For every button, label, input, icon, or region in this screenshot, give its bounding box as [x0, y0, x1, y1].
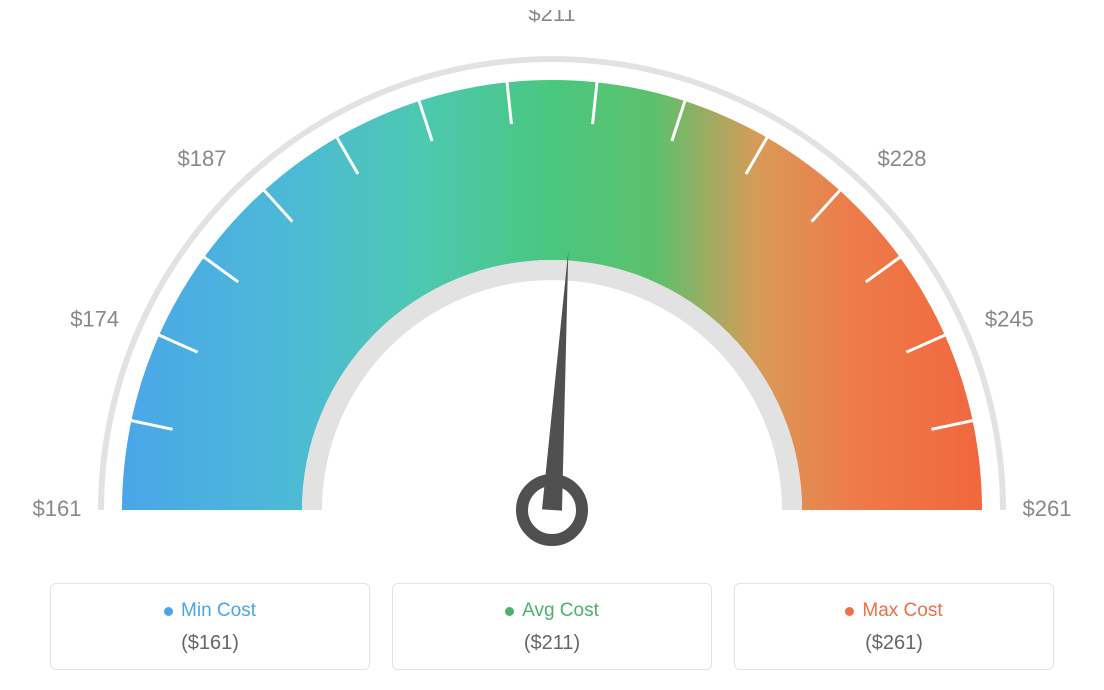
legend-title-min: Min Cost — [164, 600, 256, 622]
legend-label-min: Min Cost — [181, 600, 256, 622]
svg-text:$161: $161 — [33, 496, 82, 521]
svg-text:$187: $187 — [178, 146, 227, 171]
legend-value-max: ($261) — [745, 632, 1043, 655]
legend-card-min: Min Cost ($161) — [50, 583, 370, 670]
svg-text:$228: $228 — [878, 146, 927, 171]
legend-value-avg: ($211) — [403, 632, 701, 655]
legend-dot-avg — [505, 607, 514, 616]
legend-value-min: ($161) — [61, 632, 359, 655]
svg-text:$245: $245 — [985, 306, 1034, 331]
svg-text:$174: $174 — [70, 306, 119, 331]
svg-text:$261: $261 — [1023, 496, 1072, 521]
svg-text:$211: $211 — [528, 10, 575, 26]
legend-label-max: Max Cost — [862, 600, 942, 622]
legend-row: Min Cost ($161) Avg Cost ($211) Max Cost… — [0, 583, 1104, 670]
legend-card-max: Max Cost ($261) — [734, 583, 1054, 670]
legend-label-avg: Avg Cost — [522, 600, 599, 622]
cost-gauge-chart: $161 $174 $187 $211 $228 $245 $261 — [0, 0, 1104, 550]
legend-title-avg: Avg Cost — [505, 600, 599, 622]
legend-dot-max — [845, 607, 854, 616]
legend-title-max: Max Cost — [845, 600, 942, 622]
legend-card-avg: Avg Cost ($211) — [392, 583, 712, 670]
legend-dot-min — [164, 607, 173, 616]
gauge-svg: $161 $174 $187 $211 $228 $245 $261 — [0, 10, 1104, 550]
